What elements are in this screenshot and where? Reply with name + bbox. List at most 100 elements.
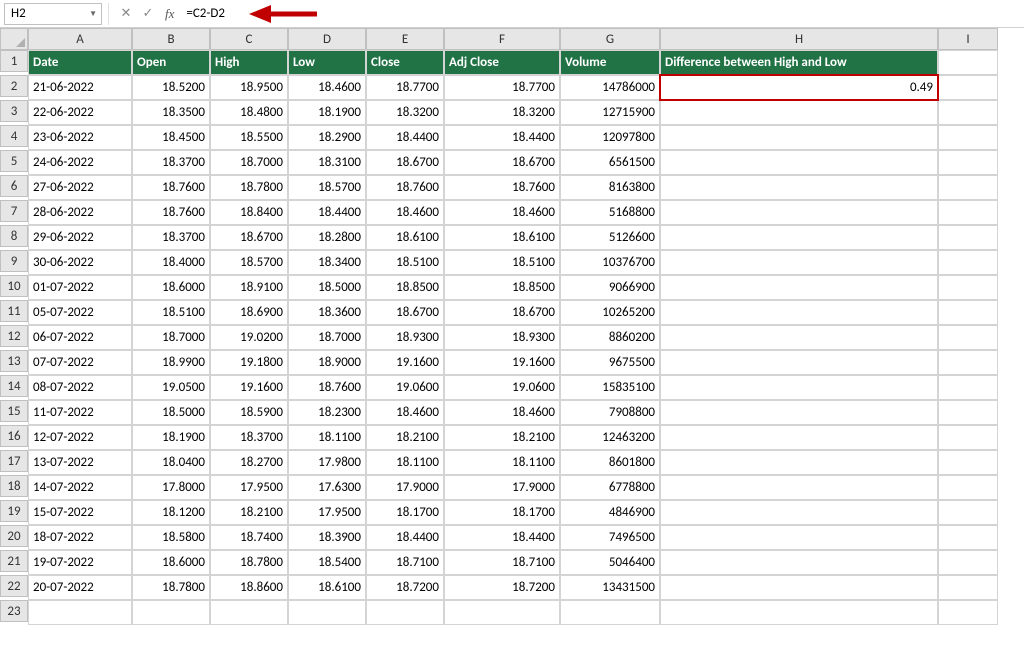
- cell-B19[interactable]: 18.1200: [132, 500, 210, 525]
- col-head-E[interactable]: E: [366, 28, 444, 50]
- cell-B9[interactable]: 18.4000: [132, 250, 210, 275]
- select-all-corner[interactable]: [0, 28, 28, 50]
- cell-empty-0[interactable]: [28, 600, 132, 625]
- cell-H12[interactable]: [660, 325, 938, 350]
- cell-D8[interactable]: 18.2800: [288, 225, 366, 250]
- spreadsheet-grid[interactable]: ABCDEFGHI1DateOpenHighLowCloseAdj CloseV…: [0, 28, 1024, 625]
- cell-I1[interactable]: [938, 50, 998, 75]
- cell-B7[interactable]: 18.7600: [132, 200, 210, 225]
- cell-I5[interactable]: [938, 150, 998, 175]
- cell-E14[interactable]: 19.0600: [366, 375, 444, 400]
- cell-C7[interactable]: 18.8400: [210, 200, 288, 225]
- cell-H19[interactable]: [660, 500, 938, 525]
- header-cell-C[interactable]: High: [210, 50, 288, 75]
- cell-D22[interactable]: 18.6100: [288, 575, 366, 600]
- cell-G14[interactable]: 15835100: [560, 375, 660, 400]
- name-box-dropdown-icon[interactable]: ▼: [89, 9, 97, 19]
- cell-G12[interactable]: 8860200: [560, 325, 660, 350]
- cell-C20[interactable]: 18.7400: [210, 525, 288, 550]
- cell-G16[interactable]: 12463200: [560, 425, 660, 450]
- cell-C5[interactable]: 18.7000: [210, 150, 288, 175]
- cell-G11[interactable]: 10265200: [560, 300, 660, 325]
- cell-G10[interactable]: 9066900: [560, 275, 660, 300]
- cell-D11[interactable]: 18.3600: [288, 300, 366, 325]
- cell-G4[interactable]: 12097800: [560, 125, 660, 150]
- cell-H9[interactable]: [660, 250, 938, 275]
- cell-B6[interactable]: 18.7600: [132, 175, 210, 200]
- cell-F21[interactable]: 18.7100: [444, 550, 560, 575]
- cell-D2[interactable]: 18.4600: [288, 75, 366, 100]
- cell-G19[interactable]: 4846900: [560, 500, 660, 525]
- row-head-21[interactable]: 21: [0, 550, 28, 572]
- cell-E7[interactable]: 18.4600: [366, 200, 444, 225]
- cell-B3[interactable]: 18.3500: [132, 100, 210, 125]
- cell-A10[interactable]: 01-07-2022: [28, 275, 132, 300]
- cell-G13[interactable]: 9675500: [560, 350, 660, 375]
- cell-G18[interactable]: 6778800: [560, 475, 660, 500]
- cell-D16[interactable]: 18.1100: [288, 425, 366, 450]
- cell-E17[interactable]: 18.1100: [366, 450, 444, 475]
- cell-E18[interactable]: 17.9000: [366, 475, 444, 500]
- cell-I10[interactable]: [938, 275, 998, 300]
- cell-E9[interactable]: 18.5100: [366, 250, 444, 275]
- cell-I6[interactable]: [938, 175, 998, 200]
- cell-F12[interactable]: 18.9300: [444, 325, 560, 350]
- cell-F19[interactable]: 18.1700: [444, 500, 560, 525]
- cell-D19[interactable]: 17.9500: [288, 500, 366, 525]
- row-head-7[interactable]: 7: [0, 200, 28, 222]
- col-head-A[interactable]: A: [28, 28, 132, 50]
- row-head-17[interactable]: 17: [0, 450, 28, 472]
- cell-I19[interactable]: [938, 500, 998, 525]
- cell-C3[interactable]: 18.4800: [210, 100, 288, 125]
- cell-G22[interactable]: 13431500: [560, 575, 660, 600]
- cell-A4[interactable]: 23-06-2022: [28, 125, 132, 150]
- cell-G3[interactable]: 12715900: [560, 100, 660, 125]
- cell-F11[interactable]: 18.6700: [444, 300, 560, 325]
- cell-B10[interactable]: 18.6000: [132, 275, 210, 300]
- row-head-19[interactable]: 19: [0, 500, 28, 522]
- cell-B20[interactable]: 18.5800: [132, 525, 210, 550]
- fx-icon[interactable]: fx: [159, 6, 180, 22]
- cell-C10[interactable]: 18.9100: [210, 275, 288, 300]
- cell-B21[interactable]: 18.6000: [132, 550, 210, 575]
- cell-A2[interactable]: 21-06-2022: [28, 75, 132, 100]
- header-cell-A[interactable]: Date: [28, 50, 132, 75]
- row-head-11[interactable]: 11: [0, 300, 28, 322]
- cell-empty-7[interactable]: [660, 600, 938, 625]
- col-head-F[interactable]: F: [444, 28, 560, 50]
- header-cell-E[interactable]: Close: [366, 50, 444, 75]
- col-head-C[interactable]: C: [210, 28, 288, 50]
- cell-B22[interactable]: 18.7800: [132, 575, 210, 600]
- cell-F9[interactable]: 18.5100: [444, 250, 560, 275]
- cell-F15[interactable]: 18.4600: [444, 400, 560, 425]
- row-head-5[interactable]: 5: [0, 150, 28, 172]
- cell-F22[interactable]: 18.7200: [444, 575, 560, 600]
- name-box[interactable]: H2 ▼: [4, 3, 102, 25]
- cell-I15[interactable]: [938, 400, 998, 425]
- cell-C17[interactable]: 18.2700: [210, 450, 288, 475]
- cell-empty-3[interactable]: [288, 600, 366, 625]
- cell-I16[interactable]: [938, 425, 998, 450]
- cell-I18[interactable]: [938, 475, 998, 500]
- cell-C6[interactable]: 18.7800: [210, 175, 288, 200]
- cell-D17[interactable]: 17.9800: [288, 450, 366, 475]
- cell-D3[interactable]: 18.1900: [288, 100, 366, 125]
- cell-H15[interactable]: [660, 400, 938, 425]
- cell-C12[interactable]: 19.0200: [210, 325, 288, 350]
- row-head-10[interactable]: 10: [0, 275, 28, 297]
- cell-E20[interactable]: 18.4400: [366, 525, 444, 550]
- cell-empty-1[interactable]: [132, 600, 210, 625]
- header-cell-B[interactable]: Open: [132, 50, 210, 75]
- cell-E6[interactable]: 18.7600: [366, 175, 444, 200]
- cell-B4[interactable]: 18.4500: [132, 125, 210, 150]
- cell-D5[interactable]: 18.3100: [288, 150, 366, 175]
- cell-I2[interactable]: [938, 75, 998, 100]
- cell-H5[interactable]: [660, 150, 938, 175]
- cancel-icon[interactable]: ✕: [115, 3, 137, 25]
- row-head-22[interactable]: 22: [0, 575, 28, 597]
- cell-G8[interactable]: 5126600: [560, 225, 660, 250]
- cell-B8[interactable]: 18.3700: [132, 225, 210, 250]
- cell-H18[interactable]: [660, 475, 938, 500]
- cell-H8[interactable]: [660, 225, 938, 250]
- cell-A17[interactable]: 13-07-2022: [28, 450, 132, 475]
